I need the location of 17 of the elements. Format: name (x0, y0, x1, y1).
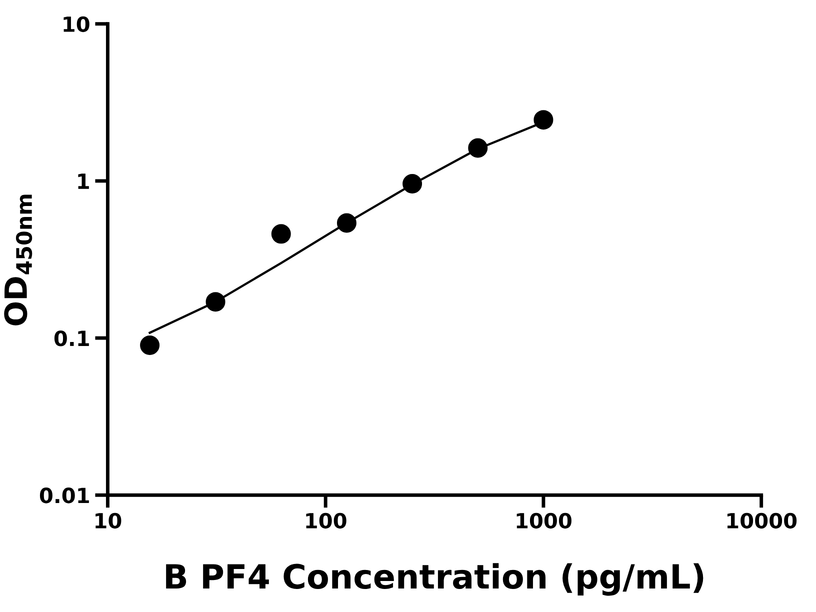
point (336, 213, 356, 233)
point (271, 224, 291, 244)
y-tick-label: 10 (64, 16, 90, 32)
point (206, 292, 226, 312)
x-axis-title: B PF4 Concentration (pg/mL) (166, 563, 704, 596)
point (140, 335, 160, 355)
y-tick-label: 0.01 (40, 488, 89, 504)
x-tick-label: 10000 (727, 512, 797, 529)
x-tick-label: 1000 (516, 512, 572, 529)
x-tick-label: 100 (306, 512, 346, 529)
y-tick-label: 0.1 (54, 330, 89, 346)
y-axis-title: OD$_{450nm}$ (4, 194, 32, 326)
point (534, 110, 554, 130)
y-tick-label: 1 (78, 174, 89, 189)
point (402, 174, 422, 194)
x-tick-label: 10 (96, 512, 122, 529)
point (468, 138, 488, 158)
